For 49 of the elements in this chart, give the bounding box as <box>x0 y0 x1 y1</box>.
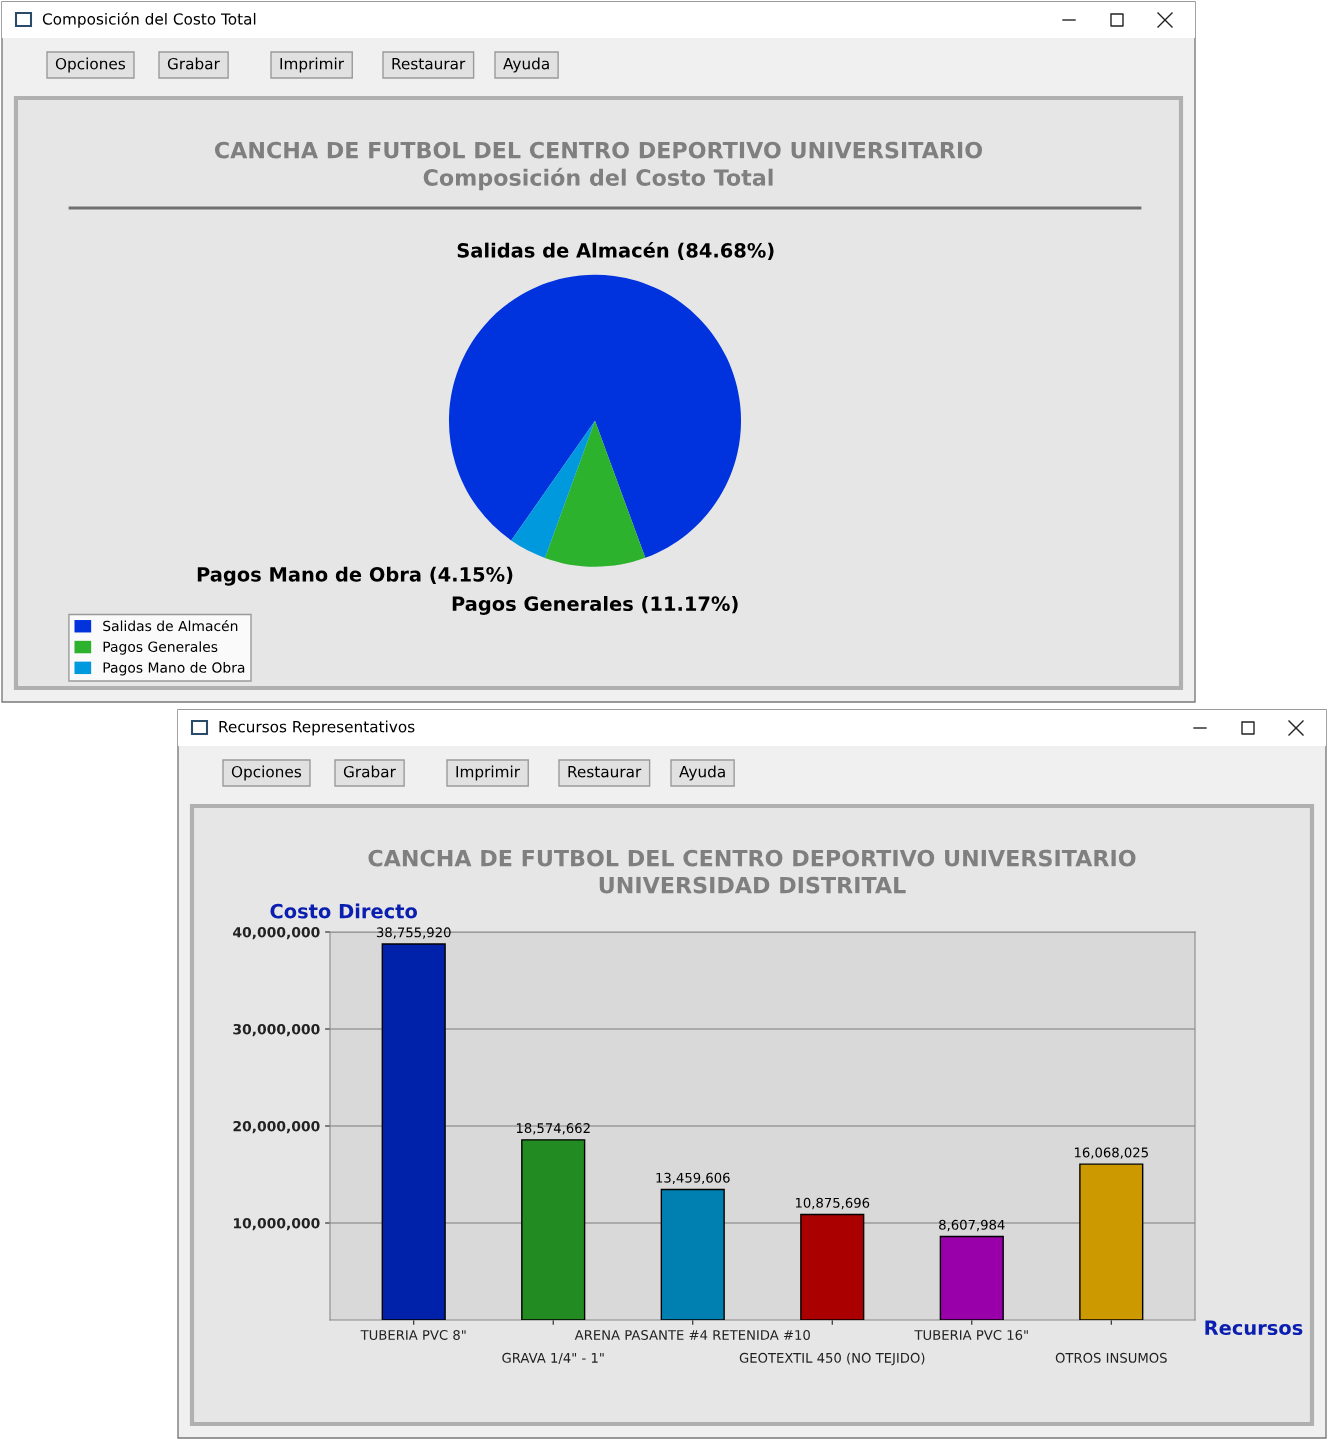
data-label: 10,875,696 <box>795 1197 870 1210</box>
bar <box>800 1213 865 1320</box>
x-tick-label: GRAVA 1/4" - 1" <box>502 1352 604 1364</box>
x-tick-label: TUBERIA PVC 16" <box>914 1329 1028 1340</box>
bar <box>381 943 446 1320</box>
bar <box>660 1188 725 1320</box>
text: Composición del Costo Total <box>42 12 256 28</box>
data-label: 8,607,984 <box>939 1219 1005 1232</box>
y-axis-title: Costo Directo <box>270 903 417 919</box>
text: Ayuda <box>679 765 725 781</box>
bar <box>521 1139 586 1320</box>
bar <box>1079 1163 1144 1320</box>
category-label: Pagos Generales (11.17%) <box>452 596 738 615</box>
x-tick-label: ARENA PASANTE #4 RETENIDA #10 <box>574 1329 810 1340</box>
category-label: Salidas de Almacén (84.68%) <box>457 241 774 260</box>
text: Opciones <box>231 765 302 781</box>
x-tick-label: GEOTEXTIL 450 (NO TEJIDO) <box>739 1352 925 1366</box>
chart-subtitle: Composición del Costo Total <box>423 167 773 191</box>
text: Imprimir <box>280 57 345 73</box>
text: Ayuda <box>503 57 549 73</box>
text: Restaurar <box>392 58 466 70</box>
bar <box>939 1235 1004 1320</box>
data-label: 16,068,025 <box>1074 1147 1148 1159</box>
text: Opciones <box>55 57 126 73</box>
legend-label: Salidas de Almacén <box>103 619 238 632</box>
x-tick-label: TUBERIA PVC 8" <box>360 1329 466 1340</box>
category-label: Pagos Mano de Obra (4.15%) <box>197 566 513 586</box>
legend-label: Pagos Generales <box>103 641 218 655</box>
legend-label: Pagos Mano de Obra <box>103 662 245 676</box>
chart-subtitle: UNIVERSIDAD DISTRITAL <box>599 876 906 894</box>
data-label: 13,459,606 <box>656 1172 730 1185</box>
y-tick-label: 40,000,000 <box>233 926 320 940</box>
y-tick-label: 10,000,000 <box>233 1217 320 1231</box>
text: Grabar <box>343 765 396 778</box>
y-tick-label: 20,000,000 <box>233 1120 320 1134</box>
pie-slice <box>544 420 646 567</box>
text: Recursos Representativos <box>219 720 415 736</box>
chart-title: CANCHA DE FUTBOL DEL CENTRO DEPORTIVO UNIVERSITARIO <box>368 849 1136 867</box>
x-tick-label: OTROS INSUMOS <box>1055 1352 1167 1363</box>
text: Grabar <box>167 57 220 70</box>
pie-slice <box>511 420 595 558</box>
y-tick-label: 30,000,000 <box>233 1023 320 1037</box>
x-axis-title: Recursos <box>1205 1320 1303 1336</box>
pie-slice <box>448 274 742 558</box>
data-label: 38,755,920 <box>376 927 451 939</box>
data-label: 18,574,662 <box>516 1123 590 1135</box>
text: Imprimir <box>456 765 521 781</box>
text: Restaurar <box>568 766 642 778</box>
chart-title: CANCHA DE FUTBOL DEL CENTRO DEPORTIVO UNIVERSITARIO <box>214 141 983 159</box>
